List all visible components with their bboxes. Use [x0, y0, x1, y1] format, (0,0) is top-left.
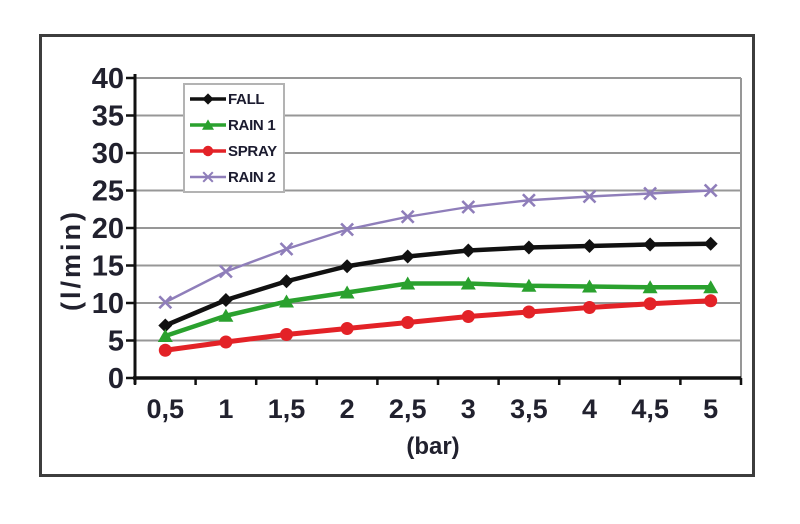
- x-tick-label: 0,5: [147, 394, 185, 424]
- series-rain-1: [157, 276, 719, 342]
- x-tick-label: 5: [703, 394, 718, 424]
- legend-marker-x-icon: [190, 171, 226, 183]
- x-tick-label: 4: [582, 394, 597, 424]
- x-tick-label: 2,5: [389, 394, 427, 424]
- y-axis-title: (l/min): [56, 190, 86, 330]
- y-tick-label: 15: [92, 251, 124, 283]
- y-tick-label: 10: [92, 288, 124, 320]
- x-axis-title-text: (bar): [406, 433, 460, 460]
- x-tick-label: 4,5: [631, 394, 669, 424]
- legend: FALL RAIN 1 SPRAY RAIN 2: [183, 83, 285, 193]
- y-tick-label: 35: [92, 101, 124, 133]
- legend-label: FALL: [228, 90, 265, 108]
- y-tick-label: 25: [92, 176, 124, 208]
- x-tick-label: 1,5: [268, 394, 306, 424]
- y-tick-label: 30: [92, 138, 124, 170]
- y-tick-label: 20: [92, 213, 124, 245]
- x-axis-title: (bar): [373, 433, 493, 461]
- y-axis: [126, 74, 137, 384]
- legend-marker-diamond-icon: [190, 93, 226, 105]
- y-axis-title-text: (l/min): [56, 209, 86, 311]
- x-tick-label: 3: [461, 394, 476, 424]
- legend-item-fall: FALL: [189, 86, 281, 112]
- y-tick-label: 0: [108, 363, 124, 395]
- legend-item-rain-1: RAIN 1: [189, 112, 281, 138]
- x-tick-label: 3,5: [510, 394, 548, 424]
- x-tick-label: 1: [218, 394, 233, 424]
- y-tick-label: 40: [92, 63, 124, 95]
- legend-item-spray: SPRAY: [189, 138, 281, 164]
- y-tick-labels: 0 5 10 15 20 25 30 35 40: [92, 63, 124, 395]
- x-axis: [133, 376, 743, 385]
- y-tick-label: 5: [108, 326, 124, 358]
- figure-frame: [39, 34, 755, 477]
- series-rain-2: [158, 183, 718, 310]
- legend-label: RAIN 2: [228, 168, 276, 186]
- legend-marker-circle-icon: [190, 145, 226, 157]
- series-spray: [158, 294, 718, 357]
- legend-item-rain-2: RAIN 2: [189, 164, 281, 190]
- legend-label: SPRAY: [228, 142, 277, 160]
- x-tick-labels: 0,5 1 1,5 2 2,5 3 3,5 4 4,5 5: [147, 394, 719, 424]
- legend-label: RAIN 1: [228, 116, 276, 134]
- legend-marker-triangle-icon: [190, 119, 226, 130]
- series-fall: [158, 236, 718, 333]
- x-tick-label: 2: [340, 394, 355, 424]
